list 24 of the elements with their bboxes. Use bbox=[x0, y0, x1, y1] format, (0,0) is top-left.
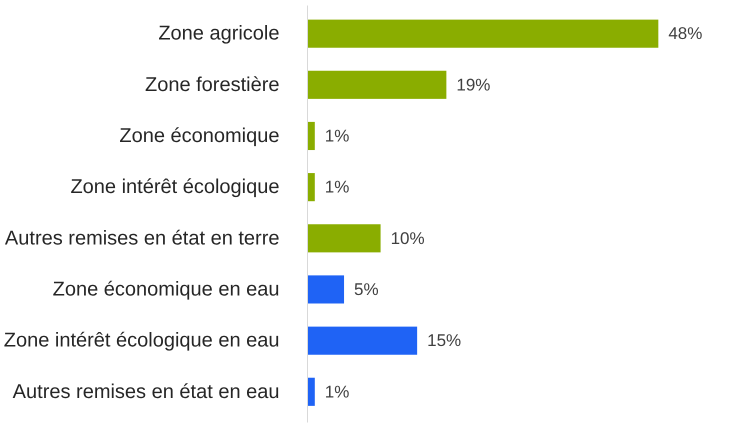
data-label: 1% bbox=[324, 178, 350, 197]
y-tick-label: Zone intérêt écologique bbox=[70, 176, 280, 198]
y-tick-label: Zone économique bbox=[119, 124, 280, 147]
y-tick-label: Zone forestière bbox=[144, 74, 280, 96]
bar bbox=[308, 378, 315, 406]
bar bbox=[308, 20, 658, 48]
bar bbox=[308, 275, 344, 304]
data-label: 48% bbox=[668, 24, 702, 44]
y-tick-label: Zone intérêt écologique en eau bbox=[4, 330, 280, 352]
bar bbox=[308, 173, 315, 202]
data-label: 1% bbox=[324, 382, 350, 402]
data-label: 5% bbox=[354, 280, 379, 299]
y-tick-label: Autres remises en état en eau bbox=[12, 380, 280, 403]
y-tick-label: Autres remises en état en terre bbox=[4, 227, 280, 250]
data-label: 15% bbox=[427, 331, 462, 350]
y-tick-label: Zone économique en eau bbox=[52, 278, 280, 300]
y-tick-label: Zone agricole bbox=[158, 22, 280, 45]
bar bbox=[308, 326, 418, 355]
bar bbox=[308, 224, 381, 252]
data-label: 1% bbox=[324, 126, 350, 146]
bar bbox=[308, 70, 446, 99]
bar bbox=[308, 122, 315, 150]
data-label: 19% bbox=[456, 75, 490, 94]
data-label: 10% bbox=[390, 228, 425, 248]
